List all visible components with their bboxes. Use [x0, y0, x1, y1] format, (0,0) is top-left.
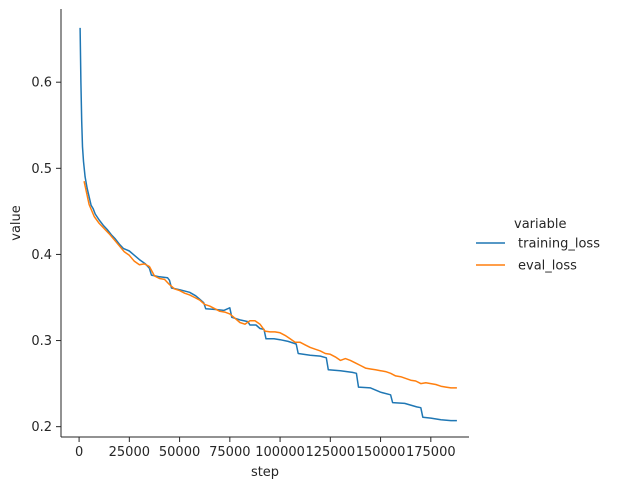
x-tick-label: 50000	[159, 445, 200, 460]
x-tick-label: 175000	[406, 445, 456, 460]
legend-label-training-loss: training_loss	[518, 237, 600, 252]
series-line-training-loss	[79, 27, 457, 422]
y-tick-label: 0.5	[31, 162, 52, 177]
x-tick-label: 125000	[305, 445, 355, 460]
axes	[60, 9, 469, 438]
legend-title: variable	[514, 217, 566, 232]
series-line-eval-loss	[83, 181, 457, 389]
x-tick-label: 100000	[255, 445, 305, 460]
x-ticks: 0 25000 50000 75000 100000 125000 150000 175000	[75, 437, 456, 460]
x-tick-label: 150000	[356, 445, 406, 460]
legend: variable training_loss eval_loss	[476, 217, 600, 274]
y-tick-label: 0.3	[31, 334, 52, 349]
y-ticks: 0.2 0.3 0.4 0.5 0.6	[31, 76, 61, 435]
y-tick-label: 0.4	[31, 248, 52, 263]
y-axis-label: value	[9, 205, 24, 241]
y-tick-label: 0.2	[31, 420, 52, 435]
legend-label-eval-loss: eval_loss	[518, 259, 577, 274]
x-tick-label: 25000	[109, 445, 150, 460]
x-tick-label: 0	[75, 445, 83, 460]
x-tick-label: 75000	[209, 445, 250, 460]
y-tick-label: 0.6	[31, 76, 52, 91]
series-layer	[79, 27, 457, 422]
x-axis-label: step	[251, 465, 279, 480]
